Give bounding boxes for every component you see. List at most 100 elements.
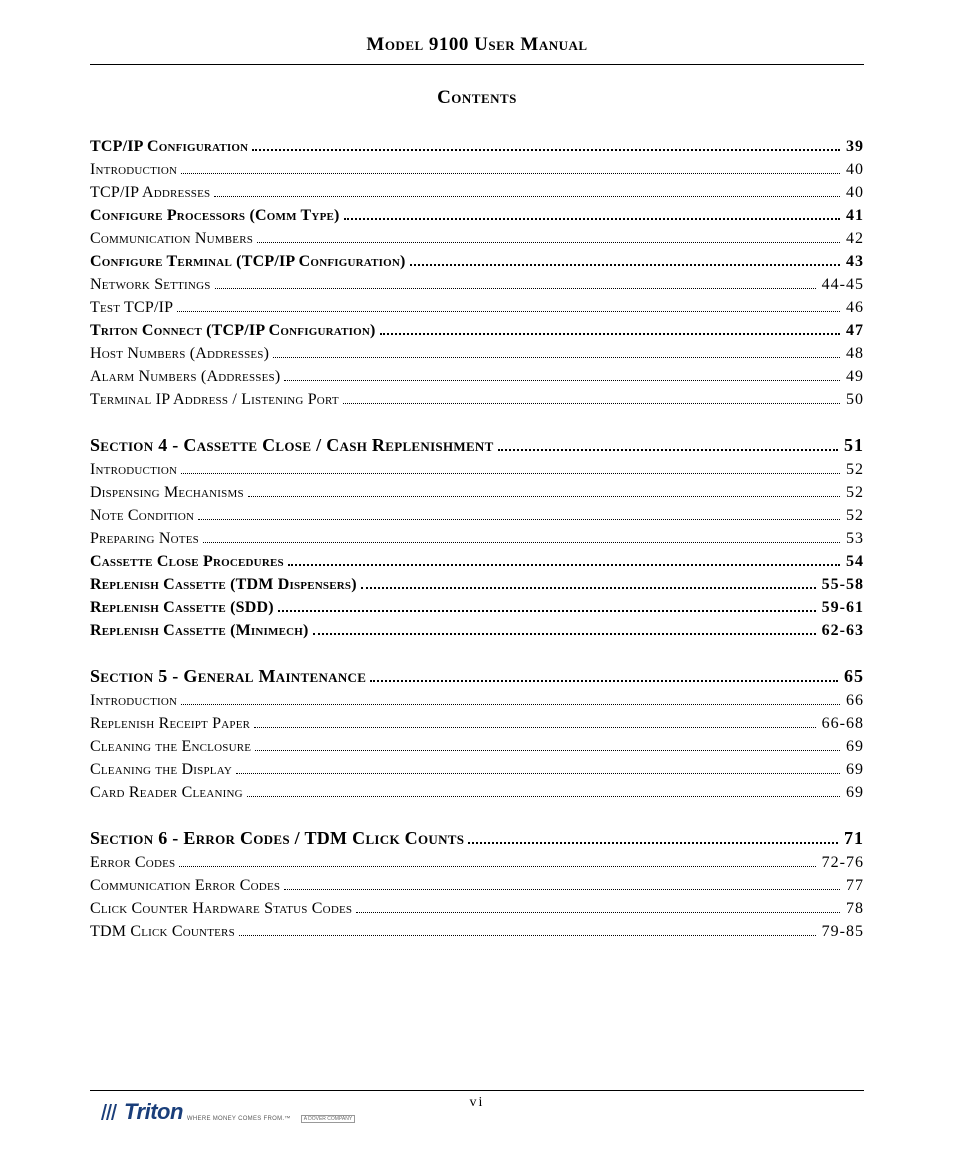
- toc-entry-page: 69: [844, 785, 864, 801]
- toc-entry: Introduction 52: [90, 462, 864, 478]
- toc-entry: Replenish Cassette (Minimech)62-63: [90, 623, 864, 639]
- page: Model 9100 User Manual Contents TCP/IP C…: [0, 0, 954, 1159]
- toc-entry-page: 47: [844, 323, 864, 339]
- toc-entry: Terminal IP Address / Listening Port 50: [90, 392, 864, 408]
- toc-entry-page: 51: [842, 436, 864, 454]
- footer-rule: [90, 1090, 864, 1091]
- toc-entry-page: 44-45: [820, 277, 864, 293]
- toc-leader: [239, 927, 816, 936]
- toc-leader: [203, 534, 840, 543]
- toc-entry-label: Configure Terminal (TCP/IP Configuration…: [90, 254, 406, 270]
- toc-group: Section 4 - Cassette Close / Cash Replen…: [90, 436, 864, 639]
- toc-leader: [410, 257, 840, 266]
- toc-leader: [181, 696, 840, 705]
- toc-entry: TCP/IP Addresses40: [90, 185, 864, 201]
- toc-entry-label: Replenish Cassette (SDD): [90, 600, 274, 616]
- toc-leader: [257, 234, 840, 243]
- header-rule: [90, 64, 864, 65]
- toc-entry-label: Introduction: [90, 462, 177, 478]
- toc-entry-page: 66-68: [820, 716, 864, 732]
- logo-parent-company: A DOVER COMPANY: [301, 1115, 356, 1123]
- toc-entry-label: TCP/IP Configuration: [90, 139, 248, 155]
- toc-leader: [380, 326, 840, 335]
- toc-entry-label: Test TCP/IP: [90, 300, 173, 316]
- logo-tagline: WHERE MONEY COMES FROM.™: [187, 1116, 291, 1122]
- toc-leader: [356, 904, 840, 913]
- toc-entry: Communication Numbers 42: [90, 231, 864, 247]
- toc-entry-label: Host Numbers (Addresses): [90, 346, 269, 362]
- toc-entry: Cleaning the Enclosure69: [90, 739, 864, 755]
- toc-entry-page: 46: [844, 300, 864, 316]
- toc-entry-page: 72-76: [820, 855, 864, 871]
- toc-entry-page: 71: [842, 829, 864, 847]
- toc-entry-page: 69: [844, 762, 864, 778]
- toc-entry-label: Communication Error Codes: [90, 878, 280, 894]
- toc-entry: Communication Error Codes 77: [90, 878, 864, 894]
- toc-entry: Section 4 - Cassette Close / Cash Replen…: [90, 436, 864, 454]
- toc-entry-label: Introduction: [90, 162, 177, 178]
- toc-entry: Configure Processors (Comm Type)41: [90, 208, 864, 224]
- toc-leader: [313, 626, 816, 635]
- toc-entry: Introduction40: [90, 162, 864, 178]
- toc-entry-page: 42: [844, 231, 864, 247]
- toc-entry: Error Codes 72-76: [90, 855, 864, 871]
- toc-entry-label: Section 5 - General Maintenance: [90, 667, 366, 685]
- toc-entry-page: 77: [844, 878, 864, 894]
- toc-leader: [361, 580, 816, 589]
- toc-entry-label: Terminal IP Address / Listening Port: [90, 392, 339, 408]
- toc-entry-page: 65: [842, 667, 864, 685]
- toc-entry: Introduction66: [90, 693, 864, 709]
- toc-entry: Replenish Cassette (SDD) 59-61: [90, 600, 864, 616]
- toc-entry-label: Cleaning the Display: [90, 762, 232, 778]
- toc-leader: [236, 765, 840, 774]
- toc-entry-label: TDM Click Counters: [90, 924, 235, 940]
- toc-entry-page: 41: [844, 208, 864, 224]
- toc-leader: [468, 834, 838, 844]
- toc-leader: [248, 488, 840, 497]
- toc-entry-label: Note Condition: [90, 508, 194, 524]
- toc-entry-page: 50: [844, 392, 864, 408]
- toc-entry-label: Error Codes: [90, 855, 175, 871]
- toc-entry: Cassette Close Procedures54: [90, 554, 864, 570]
- toc-entry-page: 48: [844, 346, 864, 362]
- toc-entry-label: Introduction: [90, 693, 177, 709]
- logo-mark-icon: [100, 1102, 118, 1122]
- toc-leader: [255, 742, 840, 751]
- toc-leader: [214, 188, 840, 197]
- toc-entry: Configure Terminal (TCP/IP Configuration…: [90, 254, 864, 270]
- toc-leader: [181, 165, 840, 174]
- toc-entry-label: Cassette Close Procedures: [90, 554, 284, 570]
- toc-leader: [288, 557, 840, 566]
- toc-entry-page: 55-58: [820, 577, 864, 593]
- toc-entry: Dispensing Mechanisms52: [90, 485, 864, 501]
- toc-entry: Replenish Receipt Paper66-68: [90, 716, 864, 732]
- contents-heading: Contents: [90, 87, 864, 109]
- toc-leader: [254, 719, 815, 728]
- toc-entry-label: Section 6 - Error Codes / TDM Click Coun…: [90, 829, 464, 847]
- toc-entry: TDM Click Counters79-85: [90, 924, 864, 940]
- toc-entry: Note Condition 52: [90, 508, 864, 524]
- toc-leader: [284, 881, 840, 890]
- toc-entry-label: Communication Numbers: [90, 231, 253, 247]
- toc-entry: Click Counter Hardware Status Codes78: [90, 901, 864, 917]
- toc-entry-page: 52: [844, 508, 864, 524]
- toc-entry-page: 39: [844, 139, 864, 155]
- toc-leader: [177, 303, 840, 312]
- toc-entry-page: 49: [844, 369, 864, 385]
- toc-group: Section 5 - General Maintenance 65 Introdu…: [90, 667, 864, 801]
- toc-group: Section 6 - Error Codes / TDM Click Coun…: [90, 829, 864, 940]
- toc-leader: [181, 465, 840, 474]
- toc-entry-label: Network Settings: [90, 277, 211, 293]
- toc-entry-label: Replenish Cassette (TDM Dispensers): [90, 577, 357, 593]
- toc-entry: Alarm Numbers (Addresses) 49: [90, 369, 864, 385]
- toc-leader: [278, 603, 816, 612]
- toc-entry-page: 59-61: [820, 600, 864, 616]
- toc-entry-label: Preparing Notes: [90, 531, 199, 547]
- toc-entry-page: 52: [844, 485, 864, 501]
- toc-entry-page: 52: [844, 462, 864, 478]
- toc-leader: [344, 211, 840, 220]
- toc-entry-label: Alarm Numbers (Addresses): [90, 369, 280, 385]
- toc-entry-label: Card Reader Cleaning: [90, 785, 243, 801]
- logo-brand-text: Triton: [124, 1099, 183, 1125]
- toc-leader: [498, 441, 838, 451]
